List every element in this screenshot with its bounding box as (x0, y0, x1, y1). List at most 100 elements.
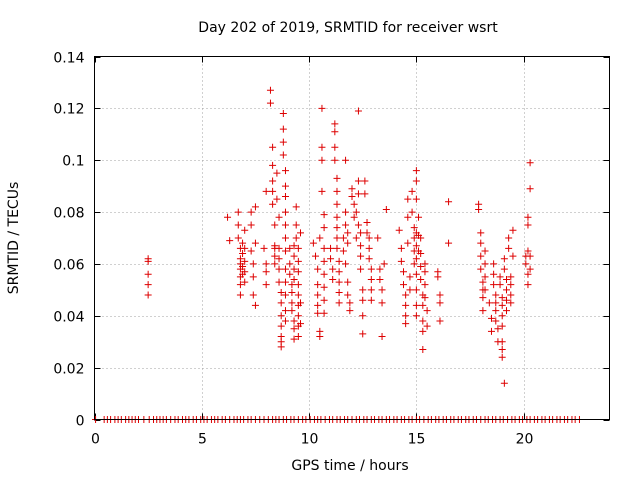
data-point (402, 301, 410, 309)
data-point (503, 307, 510, 315)
data-point (241, 268, 249, 276)
data-point (344, 291, 352, 299)
data-point (500, 265, 508, 273)
data-point (406, 286, 414, 294)
data-point (421, 268, 429, 276)
data-point (234, 208, 242, 216)
data-point (423, 307, 431, 315)
data-point (367, 265, 375, 273)
data-point (359, 296, 367, 304)
data-point (357, 229, 365, 237)
data-point (251, 301, 259, 309)
data-point (344, 239, 352, 247)
data-point (348, 193, 356, 201)
data-point (224, 213, 232, 221)
data-point (346, 307, 354, 315)
y-tick-label: 0.06 (53, 258, 84, 274)
data-point (524, 281, 532, 289)
data-point (266, 86, 274, 94)
data-point (331, 156, 339, 164)
data-point (269, 177, 277, 185)
data-point (487, 327, 495, 335)
data-point (419, 301, 427, 309)
data-point (365, 255, 373, 263)
data-point (350, 200, 358, 208)
data-point (279, 110, 287, 118)
data-point (320, 211, 328, 219)
data-point (273, 169, 281, 177)
data-point (266, 99, 274, 107)
data-point (281, 247, 289, 255)
data-point (494, 325, 502, 333)
data-point (498, 312, 506, 320)
data-point (277, 322, 285, 330)
data-point (281, 307, 289, 315)
data-point (144, 291, 152, 299)
data-point (498, 353, 506, 361)
data-point (412, 301, 420, 309)
data-point (492, 291, 500, 299)
data-point (415, 213, 423, 221)
data-point (434, 273, 442, 281)
data-point (297, 320, 304, 328)
data-point (507, 281, 515, 289)
data-point (333, 200, 341, 208)
data-point (367, 296, 375, 304)
data-point (367, 275, 375, 283)
data-point (247, 221, 255, 229)
data-point (475, 205, 483, 213)
data-point (277, 338, 285, 346)
data-point (479, 294, 487, 302)
data-point (281, 221, 289, 229)
data-point (479, 278, 487, 286)
data-point (363, 229, 371, 237)
data-point (271, 252, 279, 260)
data-point (312, 252, 320, 260)
data-point (288, 288, 296, 296)
data-point (281, 193, 289, 201)
data-point (344, 278, 352, 286)
data-point (354, 177, 362, 185)
data-point (241, 226, 249, 234)
data-point (359, 312, 367, 320)
data-point (262, 260, 270, 268)
data-point (239, 239, 247, 247)
data-point (279, 138, 287, 146)
data-point (247, 208, 255, 216)
data-point (374, 234, 382, 242)
data-point (477, 265, 485, 273)
data-point (281, 182, 289, 190)
data-point (417, 275, 425, 283)
data-point (524, 213, 532, 221)
data-point (498, 322, 506, 330)
data-point (419, 345, 427, 353)
data-point (481, 260, 489, 268)
data-point (269, 143, 277, 151)
data-point (361, 177, 369, 185)
data-point (281, 208, 289, 216)
data-point (404, 239, 412, 247)
data-point (290, 242, 298, 250)
data-point (339, 234, 347, 242)
data-point (352, 208, 360, 216)
data-point (249, 260, 257, 268)
data-point (144, 270, 152, 278)
data-point (419, 327, 427, 335)
data-point (260, 244, 268, 252)
y-tick-label: 0.1 (62, 154, 84, 170)
data-point (357, 252, 365, 260)
data-point (498, 345, 506, 353)
data-point (397, 244, 405, 252)
data-point (477, 239, 485, 247)
data-point (297, 229, 304, 237)
data-point (354, 221, 362, 229)
data-point (412, 312, 420, 320)
x-tick-label: 20 (516, 432, 534, 448)
data-point (277, 288, 285, 296)
data-point (402, 312, 410, 320)
data-point (314, 291, 322, 299)
data-point (333, 187, 341, 195)
data-point (417, 234, 425, 242)
data-point (239, 250, 247, 258)
data-point (335, 268, 343, 276)
